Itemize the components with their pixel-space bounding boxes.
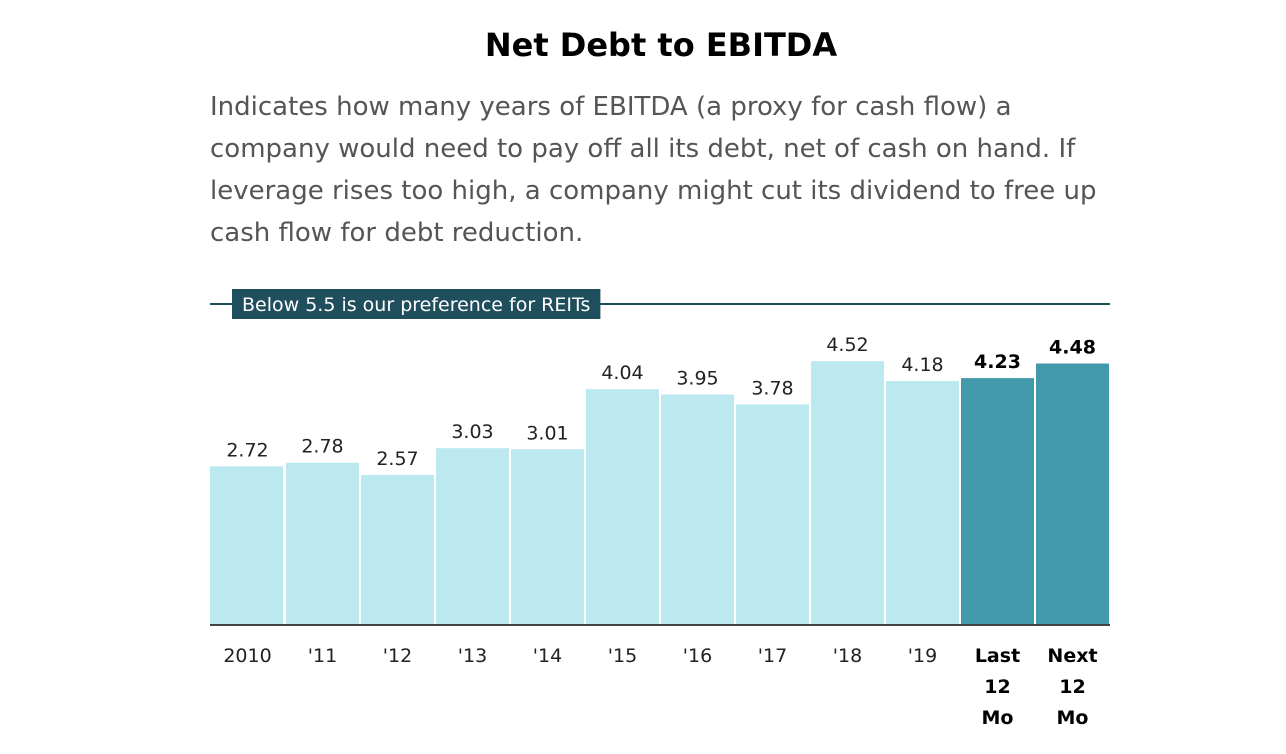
value-label-11: 4.48 <box>1049 337 1096 359</box>
x-tick-label-line: 2010 <box>223 645 271 667</box>
bar-4 <box>511 449 584 625</box>
bars-layer <box>210 361 1109 625</box>
x-tick-label-line: '11 <box>308 645 337 667</box>
bar-7 <box>736 404 809 625</box>
x-tick-label-line: Next <box>1047 645 1097 667</box>
x-tick-label-4: '14 <box>533 645 562 667</box>
x-tick-label-line: '13 <box>458 645 487 667</box>
value-label-6: 3.95 <box>676 368 718 390</box>
chart-description: Indicates how many years of EBITDA (a pr… <box>210 92 1097 248</box>
x-tick-label-5: '15 <box>608 645 637 667</box>
value-label-8: 4.52 <box>826 334 868 356</box>
value-label-5: 4.04 <box>601 362 643 384</box>
x-tick-label-0: 2010 <box>223 645 271 667</box>
value-labels-layer: 2.72 2.78 2.57 3.03 3.01 4.04 3.95 3.78 4.52 4.18… <box>226 334 1096 470</box>
bar-0 <box>210 466 283 625</box>
value-label-7: 3.78 <box>751 377 793 399</box>
x-tick-label-7: '17 <box>758 645 787 667</box>
x-tick-label-line: '14 <box>533 645 562 667</box>
x-tick-label-line: '12 <box>383 645 412 667</box>
x-tick-label-line: Mo <box>982 707 1014 729</box>
x-tick-label-9: '19 <box>908 645 937 667</box>
x-tick-label-line: '17 <box>758 645 787 667</box>
x-tick-label-2: '12 <box>383 645 412 667</box>
x-tick-label-line: '18 <box>833 645 862 667</box>
value-label-10: 4.23 <box>974 351 1021 373</box>
x-tick-label-line: Last <box>975 645 1020 667</box>
value-label-3: 3.03 <box>451 421 493 443</box>
reference-line-group: Below 5.5 is our preference for REITs <box>210 289 1110 319</box>
value-label-2: 2.57 <box>376 448 418 470</box>
x-tick-label-line: 12 <box>984 676 1010 698</box>
value-label-4: 3.01 <box>526 422 568 444</box>
bar-5 <box>586 389 659 625</box>
x-tick-label-line: '15 <box>608 645 637 667</box>
value-label-9: 4.18 <box>901 354 943 376</box>
bar-10 <box>961 378 1034 625</box>
bar-6 <box>661 394 734 625</box>
value-label-0: 2.72 <box>226 439 268 461</box>
x-tick-label-11: Next 12 Mo <box>1047 645 1097 729</box>
x-tick-label-10: Last 12 Mo <box>975 645 1020 729</box>
reference-label: Below 5.5 is our preference for REITs <box>242 294 590 316</box>
value-label-1: 2.78 <box>301 436 343 458</box>
x-tick-label-1: '11 <box>308 645 337 667</box>
bar-2 <box>361 475 434 625</box>
reference-label-background <box>232 289 601 319</box>
x-tick-label-8: '18 <box>833 645 862 667</box>
bar-8 <box>811 361 884 625</box>
bar-3 <box>436 448 509 625</box>
x-tick-label-line: '16 <box>683 645 712 667</box>
x-tick-label-6: '16 <box>683 645 712 667</box>
x-tick-label-line: 12 <box>1059 676 1085 698</box>
x-tick-label-line: Mo <box>1057 707 1089 729</box>
x-tick-label-line: '19 <box>908 645 937 667</box>
x-tick-labels-layer: 2010'11'12'13'14'15'16'17'18'19 Last 12 MoN… <box>223 645 1097 729</box>
bar-1 <box>286 462 359 625</box>
bar-11 <box>1036 363 1109 625</box>
chart-title: Net Debt to EBITDA <box>484 26 838 64</box>
x-tick-label-3: '13 <box>458 645 487 667</box>
bar-9 <box>886 381 959 625</box>
